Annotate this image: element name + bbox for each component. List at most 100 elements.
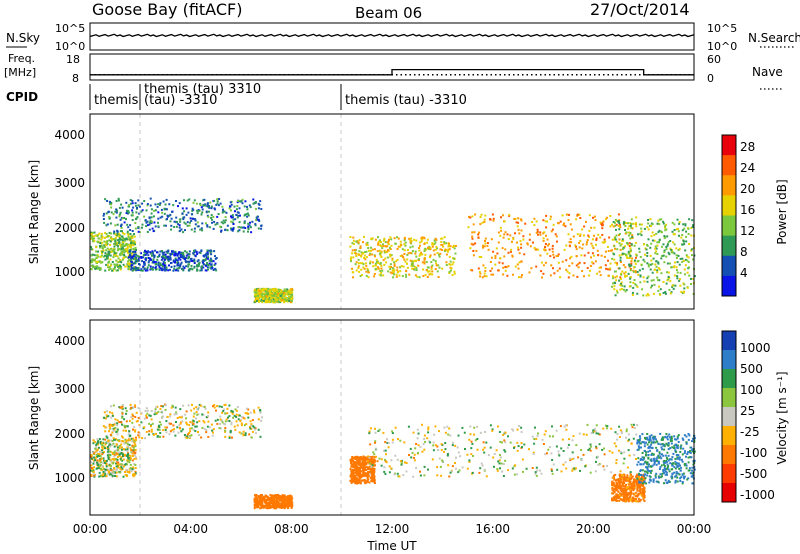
- power-scatter-cell-1-102: [230, 203, 233, 206]
- velocity-scatter-cell-0-177: [114, 471, 116, 474]
- power-scatter-cell-2-344: [167, 269, 170, 272]
- velocity-scatter-cell-4-77: [499, 467, 501, 470]
- power-scatter-cell-5-224: [591, 244, 594, 247]
- power-scatter-cell-5-330: [471, 215, 474, 218]
- power-scatter-cell-2-208: [212, 269, 215, 271]
- power-scatter-cell-6-357: [681, 243, 684, 246]
- velocity-scatter-cell-4-177: [480, 462, 483, 465]
- power-scatter-cell-1-406: [179, 218, 182, 221]
- velocity-scatter-cell-0-308: [133, 440, 136, 443]
- velocity-scatter-cell-4-103: [523, 443, 526, 446]
- power-scatter-cell-5-198: [468, 215, 470, 218]
- velocity-scatter-cell-1-374: [148, 433, 151, 436]
- power-scatter-cell-4-334: [377, 261, 380, 264]
- power-scatter-cell-0-60: [110, 263, 113, 266]
- power-scatter-cell-5-73: [516, 263, 519, 266]
- power-scatter-cell-2-244: [207, 256, 209, 259]
- power-scatter-cell-3-376: [291, 291, 294, 294]
- velocity-scatter-cell-3-227: [370, 476, 373, 479]
- power-scatter-cell-3-413: [287, 297, 290, 300]
- power-scatter-cell-2-281: [163, 269, 166, 272]
- power-scatter-cell-6-364: [627, 222, 629, 225]
- power-scatter-cell-5-55: [574, 244, 577, 247]
- velocity-scatter-cell-1-213: [125, 425, 128, 427]
- power-scatter-cell-1-321: [237, 211, 240, 214]
- velocity-scatter-cell-4-216: [630, 442, 633, 445]
- noise-left-tick-top: 10^5: [55, 22, 85, 35]
- velocity-scatter-cell-3-408: [356, 467, 359, 470]
- velocity-scatter-cell-4-42: [493, 453, 496, 455]
- velocity-scatter-cell-0-326: [93, 474, 96, 477]
- velocity-scatter-cell-1-88: [144, 410, 147, 412]
- power-scatter-cell-0-369: [113, 231, 116, 234]
- velocity-scatter-cell-4-230: [444, 448, 447, 451]
- power-scatter-cell-0-379: [95, 260, 98, 263]
- power-scatter-cell-4-232: [419, 253, 422, 256]
- velocity-scatter-cell-0-91: [131, 459, 134, 462]
- velocity-scatter-cell-4-171: [565, 428, 568, 431]
- velocity-scatter-cell-1-228: [221, 411, 224, 414]
- power-scatter-cell-5-275: [567, 233, 570, 236]
- power-scatter-cell-0-325: [128, 237, 131, 240]
- velocity-scatter-cell-1-365: [193, 407, 196, 410]
- power-colorbar-swatch-1: [722, 155, 736, 176]
- power-scatter-cell-4-172: [377, 243, 379, 246]
- power-scatter-cell-6-24: [678, 234, 680, 237]
- velocity-scatter-cell-1-169: [111, 414, 114, 417]
- velocity-scatter-cell-1-33: [231, 436, 233, 439]
- power-scatter-cell-5-125: [471, 237, 474, 240]
- velocity-scatter-cell-4-321: [396, 472, 399, 475]
- velocity-scatter-cell-1-382: [243, 424, 246, 427]
- velocity-scatter-cell-0-407: [101, 446, 104, 449]
- velocity-scatter-cell-4-193: [569, 459, 572, 462]
- power-scatter-cell-2-10: [154, 261, 157, 263]
- velocity-scatter-cell-4-205: [589, 443, 592, 446]
- power-scatter-cell-2-13: [155, 268, 158, 271]
- power-scatter-cell-1-357: [202, 204, 205, 207]
- power-scatter-cell-5-350: [555, 235, 558, 238]
- velocity-scatter-cell-0-348: [121, 467, 124, 470]
- power-scatter-cell-4-252: [431, 243, 434, 246]
- velocity-scatter-cell-3-406: [360, 465, 362, 468]
- power-scatter-cell-6-302: [629, 277, 632, 280]
- power-scatter-cell-2-0: [163, 266, 166, 269]
- velocity-scatter-cell-2-234: [266, 495, 269, 498]
- velocity-scatter-cell-3-313: [371, 480, 374, 483]
- power-scatter-cell-6-225: [612, 282, 614, 285]
- power-scatter-cell-4-45: [399, 266, 402, 269]
- velocity-scatter-cell-4-192: [368, 456, 371, 459]
- power-scatter-cell-1-185: [222, 222, 225, 225]
- power-scatter-cell-1-404: [183, 216, 186, 219]
- power-scatter-cell-0-317: [100, 254, 103, 257]
- power-scatter-cell-5-175: [517, 267, 520, 270]
- velocity-scatter-cell-1-20: [134, 430, 136, 433]
- velocity-scatter-cell-4-18: [535, 437, 538, 440]
- velocity-scatter-cell-4-253: [443, 450, 446, 453]
- power-scatter-cell-0-2: [104, 240, 107, 243]
- power-scatter-cell-5-49: [477, 267, 480, 270]
- velocity-scatter-cell-0-239: [101, 452, 104, 454]
- power-scatter-cell-3-406: [257, 294, 260, 297]
- power-scatter-cell-5-314: [542, 239, 545, 242]
- velocity-scatter-cell-2-365: [291, 501, 294, 504]
- power-scatter-cell-4-300: [445, 242, 448, 245]
- power-scatter-cell-5-156: [609, 267, 612, 270]
- power-scatter-cell-6-404: [662, 292, 665, 294]
- power-scatter-cell-6-151: [653, 283, 656, 286]
- velocity-scatter-cell-0-122: [131, 449, 134, 452]
- power-scatter-cell-3-344: [270, 293, 273, 296]
- velocity-scatter-cell-4-148: [498, 459, 501, 462]
- power-scatter-cell-5-119: [480, 213, 483, 216]
- velocity-scatter-cell-1-227: [230, 421, 233, 424]
- power-scatter-cell-6-124: [647, 263, 650, 266]
- power-scatter-cell-6-247: [613, 245, 616, 248]
- power-scatter-cell-2-295: [153, 261, 155, 264]
- velocity-scatter-cell-2-291: [276, 501, 279, 504]
- power-scatter-cell-6-88: [683, 287, 686, 290]
- power-scatter-cell-2-193: [211, 265, 213, 268]
- power-scatter-cell-1-275: [110, 203, 112, 206]
- velocity-scatter-cell-2-405: [278, 495, 280, 498]
- power-scatter-cell-5-318: [519, 218, 522, 221]
- velocity-scatter-cell-1-369: [114, 426, 117, 429]
- power-scatter-cell-5-146: [512, 238, 515, 241]
